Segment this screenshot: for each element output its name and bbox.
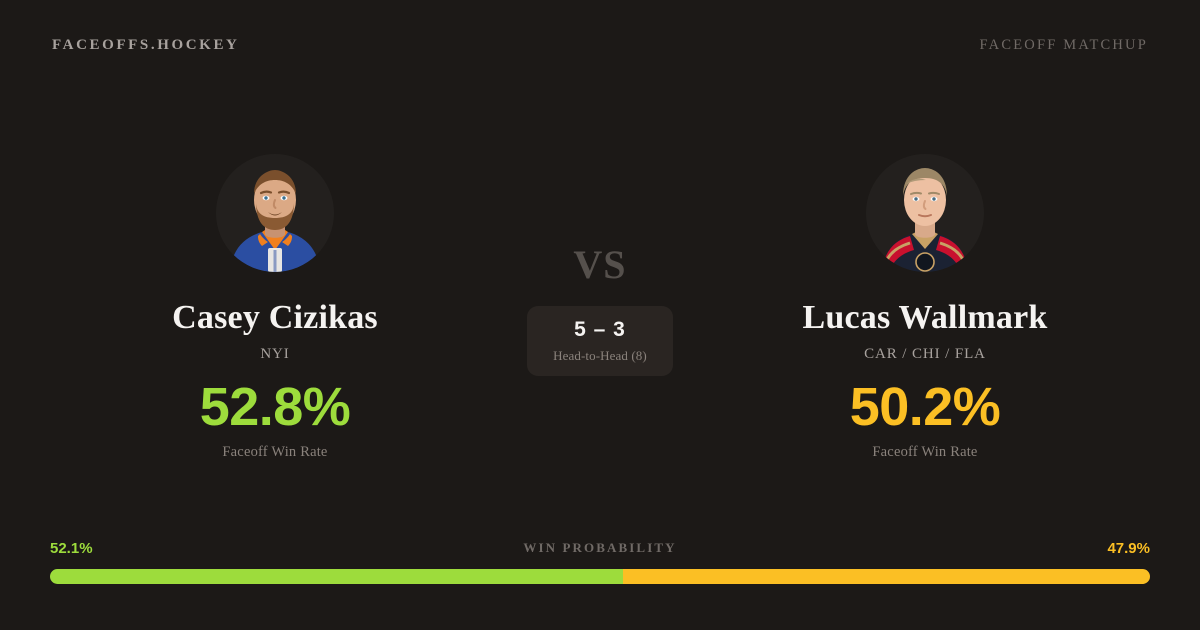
right-player-panel[interactable]: Lucas Wallmark CAR / CHI / FLA 50.2% Fac… xyxy=(690,90,1160,461)
win-probability-labels: 52.1% WIN PROBABILITY 47.9% xyxy=(50,540,1150,556)
left-player-avatar xyxy=(216,154,334,272)
header-section-label: FACEOFF MATCHUP xyxy=(979,36,1148,53)
site-brand-logo[interactable]: FACEOFFS.HOCKEY xyxy=(52,36,240,53)
head-to-head-badge[interactable]: 5 – 3 Head-to-Head (8) xyxy=(527,306,673,376)
left-player-faceoff-pct: 52.8% xyxy=(199,376,351,437)
win-probability-section: 52.1% WIN PROBABILITY 47.9% xyxy=(50,540,1150,584)
head-to-head-score: 5 – 3 xyxy=(574,318,626,341)
left-player-faceoff-label: Faceoff Win Rate xyxy=(222,443,328,460)
left-player-panel[interactable]: Casey Cizikas NYI 52.8% Faceoff Win Rate xyxy=(40,90,510,461)
header-bar: FACEOFFS.HOCKEY FACEOFF MATCHUP xyxy=(0,0,1200,90)
head-to-head-label: Head-to-Head (8) xyxy=(553,348,647,363)
right-player-team: CAR / CHI / FLA xyxy=(864,345,986,362)
win-probability-bar-left-segment xyxy=(50,569,624,584)
right-player-faceoff-pct: 50.2% xyxy=(849,376,1001,437)
left-player-team: NYI xyxy=(260,345,290,362)
right-player-name: Lucas Wallmark xyxy=(802,299,1048,336)
win-probability-bar xyxy=(50,569,1150,584)
win-probability-title: WIN PROBABILITY xyxy=(523,540,677,555)
right-player-avatar xyxy=(866,154,984,272)
versus-label: VS xyxy=(573,242,627,287)
win-probability-bar-right-segment xyxy=(623,569,1150,584)
versus-panel: VS 5 – 3 Head-to-Head (8) xyxy=(510,90,690,376)
win-probability-right-pct: 47.9% xyxy=(1107,539,1150,557)
right-player-faceoff-label: Faceoff Win Rate xyxy=(872,443,978,460)
win-probability-left-pct: 52.1% xyxy=(50,539,93,557)
player-headshot-lucas-wallmark-icon xyxy=(866,154,984,272)
matchup-body: Casey Cizikas NYI 52.8% Faceoff Win Rate… xyxy=(0,90,1200,510)
left-player-name: Casey Cizikas xyxy=(172,299,378,336)
player-headshot-casey-cizikas-icon xyxy=(216,154,334,272)
